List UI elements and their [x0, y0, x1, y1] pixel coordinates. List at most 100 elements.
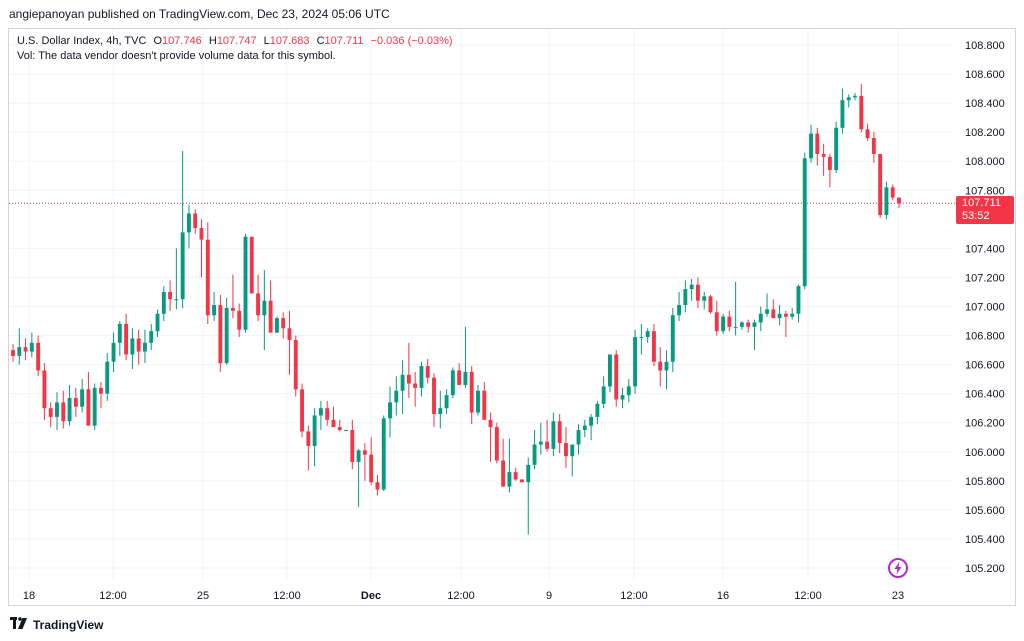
candle	[230, 274, 235, 319]
candle	[620, 387, 625, 409]
candle	[237, 303, 242, 338]
candle	[312, 408, 317, 467]
candle	[143, 329, 147, 364]
candle-body	[884, 187, 889, 215]
candle-body	[570, 444, 575, 457]
candle-body	[557, 421, 562, 444]
candle-body	[771, 309, 776, 319]
candle-body	[55, 402, 59, 417]
symbol-info: U.S. Dollar Index, 4h, TVC	[17, 35, 147, 47]
candle-body	[821, 153, 826, 157]
candle	[36, 335, 41, 377]
candle-body	[645, 331, 650, 338]
candle	[846, 94, 851, 108]
candle-body	[626, 386, 631, 396]
candle-body	[809, 133, 813, 159]
y-tick-label: 106.600	[965, 360, 1005, 372]
candle	[186, 204, 191, 249]
x-tick-label: 9	[546, 590, 552, 602]
published-line: angiepanoyan published on TradingView.co…	[9, 7, 390, 21]
candle	[224, 297, 229, 365]
y-tick-label: 107.400	[965, 243, 1005, 255]
candle	[589, 414, 594, 441]
candle	[702, 291, 707, 310]
candle	[765, 293, 769, 317]
candle-body	[161, 291, 166, 314]
candle-body	[651, 331, 656, 362]
candle	[608, 354, 612, 393]
candle	[538, 422, 543, 455]
candle-body	[92, 387, 97, 426]
candle-body	[168, 291, 173, 300]
candle-body	[268, 300, 273, 333]
candle	[419, 361, 424, 397]
candle-body	[230, 307, 235, 311]
candle	[249, 236, 254, 294]
candle	[834, 121, 839, 173]
candle	[488, 412, 493, 462]
candle-body	[608, 354, 612, 387]
candle-body	[639, 337, 644, 339]
candle	[476, 384, 480, 416]
candle	[771, 299, 776, 319]
candle-body	[733, 326, 738, 328]
candle-body	[293, 339, 298, 390]
candle	[689, 278, 694, 301]
candle	[388, 386, 392, 438]
candle	[595, 400, 600, 425]
candle	[645, 328, 650, 343]
candle	[601, 376, 606, 409]
candle-body	[186, 213, 191, 233]
close-value: 107.711	[324, 35, 364, 47]
y-tick-label: 107.200	[965, 272, 1005, 284]
candle	[325, 400, 330, 426]
candle-body	[17, 347, 22, 356]
candle	[432, 373, 436, 428]
candle-body	[174, 299, 179, 301]
candle	[809, 124, 813, 163]
y-tick-label: 108.400	[965, 98, 1005, 110]
candle-body	[564, 443, 568, 457]
time-axis[interactable]: 18 12:00 25 12:00 Dec 12:00 9 12:00 16 12:00 23	[23, 590, 904, 602]
candle-body	[281, 318, 286, 329]
candle	[557, 414, 562, 454]
candle-body	[658, 361, 663, 371]
candle	[11, 344, 15, 362]
candle	[306, 425, 311, 471]
candle	[708, 294, 713, 314]
candle-body	[237, 310, 242, 330]
price-axis[interactable]: 108.800 108.600 108.400 108.200 108.000 107.8…	[965, 40, 1005, 575]
candle-body	[344, 429, 348, 431]
candle	[482, 382, 487, 420]
candle-body	[23, 347, 28, 352]
candles	[11, 84, 901, 535]
candle	[17, 328, 22, 365]
candle-body	[633, 337, 638, 387]
candle-body	[683, 289, 688, 306]
candle	[752, 319, 757, 351]
close-label: C	[316, 35, 325, 47]
footer-brand[interactable]: TradingView	[10, 617, 103, 632]
lightning-icon[interactable]	[887, 557, 909, 584]
bar-countdown: 53:52	[962, 210, 990, 222]
candle-body	[777, 313, 782, 319]
y-tick-label: 106.200	[965, 418, 1005, 430]
candle-body	[11, 350, 15, 356]
tradingview-logo-icon	[10, 617, 28, 632]
candle	[658, 347, 663, 387]
candle	[871, 132, 876, 163]
candle-body	[29, 342, 34, 352]
candle-body	[369, 454, 374, 483]
high-label: H	[208, 35, 217, 47]
candle-body	[199, 228, 204, 240]
candle-body	[155, 313, 160, 332]
candle-body	[149, 331, 154, 343]
candle-body	[400, 374, 405, 391]
candle	[777, 305, 782, 326]
candle	[369, 437, 374, 486]
candle	[463, 326, 468, 388]
candle-body	[80, 389, 85, 407]
candle-body	[406, 374, 411, 384]
candle-body	[143, 342, 147, 352]
